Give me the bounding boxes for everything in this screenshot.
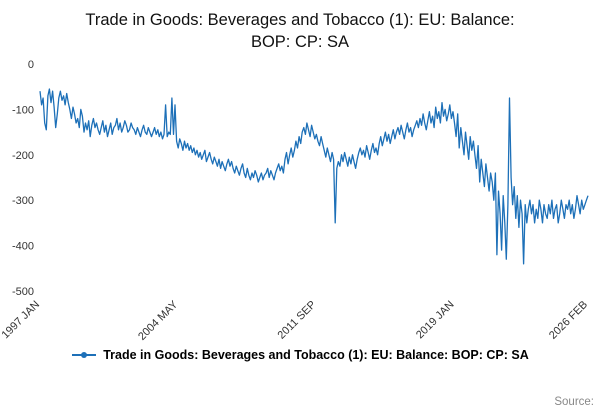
svg-text:-100: -100 — [12, 104, 34, 116]
svg-text:0: 0 — [28, 59, 34, 71]
chart-page: { "title": "Trade in Goods: Beverages an… — [0, 10, 600, 410]
legend-item-label[interactable]: Trade in Goods: Beverages and Tobacco (1… — [103, 347, 529, 362]
svg-text:-200: -200 — [12, 149, 34, 161]
svg-text:-400: -400 — [12, 240, 34, 252]
svg-text:2026 FEB: 2026 FEB — [547, 298, 590, 341]
legend: Trade in Goods: Beverages and Tobacco (1… — [0, 348, 600, 362]
chart-title: Trade in Goods: Beverages and Tobacco (1… — [85, 11, 515, 51]
svg-text:2004 MAY: 2004 MAY — [136, 298, 181, 343]
legend-line-marker — [72, 351, 97, 358]
svg-text:2019 JAN: 2019 JAN — [414, 298, 457, 341]
svg-text:-300: -300 — [12, 195, 34, 207]
svg-text:1997 JAN: 1997 JAN — [0, 298, 42, 341]
svg-text:-500: -500 — [12, 286, 34, 298]
svg-text:2011 SEP: 2011 SEP — [276, 298, 319, 341]
plot-area: 0 -100 -200 -300 -400 -500 1997 JAN 2004 MAY 201… — [0, 54, 600, 346]
source-label: Source: — [554, 396, 594, 408]
